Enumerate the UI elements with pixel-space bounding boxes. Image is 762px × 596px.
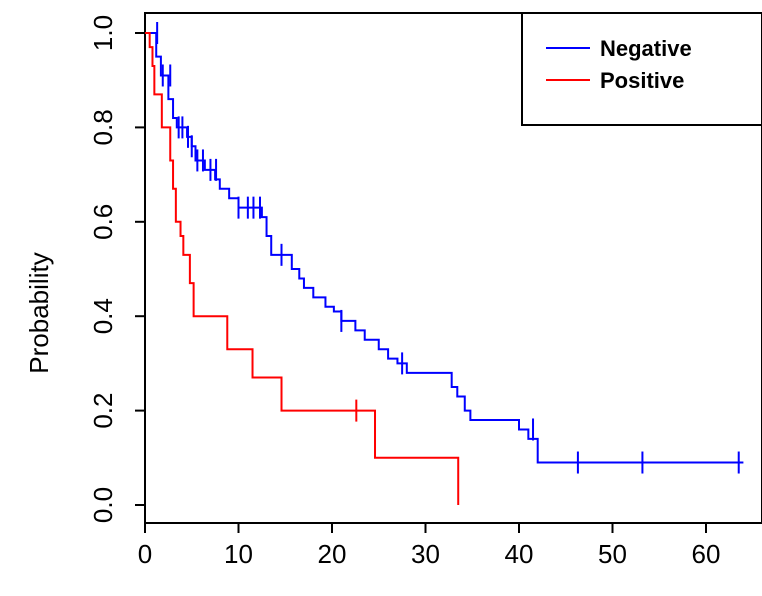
x-tick-label: 20 (318, 539, 347, 569)
legend-label-negative: Negative (600, 36, 692, 61)
x-tick-label: 50 (598, 539, 627, 569)
x-tick-label: 0 (138, 539, 152, 569)
x-tick-label: 60 (692, 539, 721, 569)
x-tick-label: 10 (224, 539, 253, 569)
y-axis: 0.0 0.2 0.4 0.6 0.8 1.0 (88, 15, 145, 523)
y-tick-label: 0.6 (88, 204, 118, 240)
plot-frame (144, 12, 762, 524)
series-layer (145, 22, 744, 505)
x-axis: 0 10 20 30 40 50 60 (138, 523, 721, 569)
legend-box (521, 12, 762, 126)
y-tick-label: 1.0 (88, 15, 118, 51)
y-tick-label: 0.4 (88, 298, 118, 334)
legend-label-positive: Positive (600, 68, 684, 93)
y-tick-label: 0.0 (88, 487, 118, 523)
series-line-negative (145, 32, 744, 464)
y-axis-title: Probability (24, 252, 54, 373)
x-tick-label: 40 (505, 539, 534, 569)
legend: Negative Positive (521, 12, 762, 126)
x-tick-label: 30 (411, 539, 440, 569)
y-tick-label: 0.8 (88, 109, 118, 145)
series-line-positive (145, 32, 460, 505)
y-tick-label: 0.2 (88, 393, 118, 429)
